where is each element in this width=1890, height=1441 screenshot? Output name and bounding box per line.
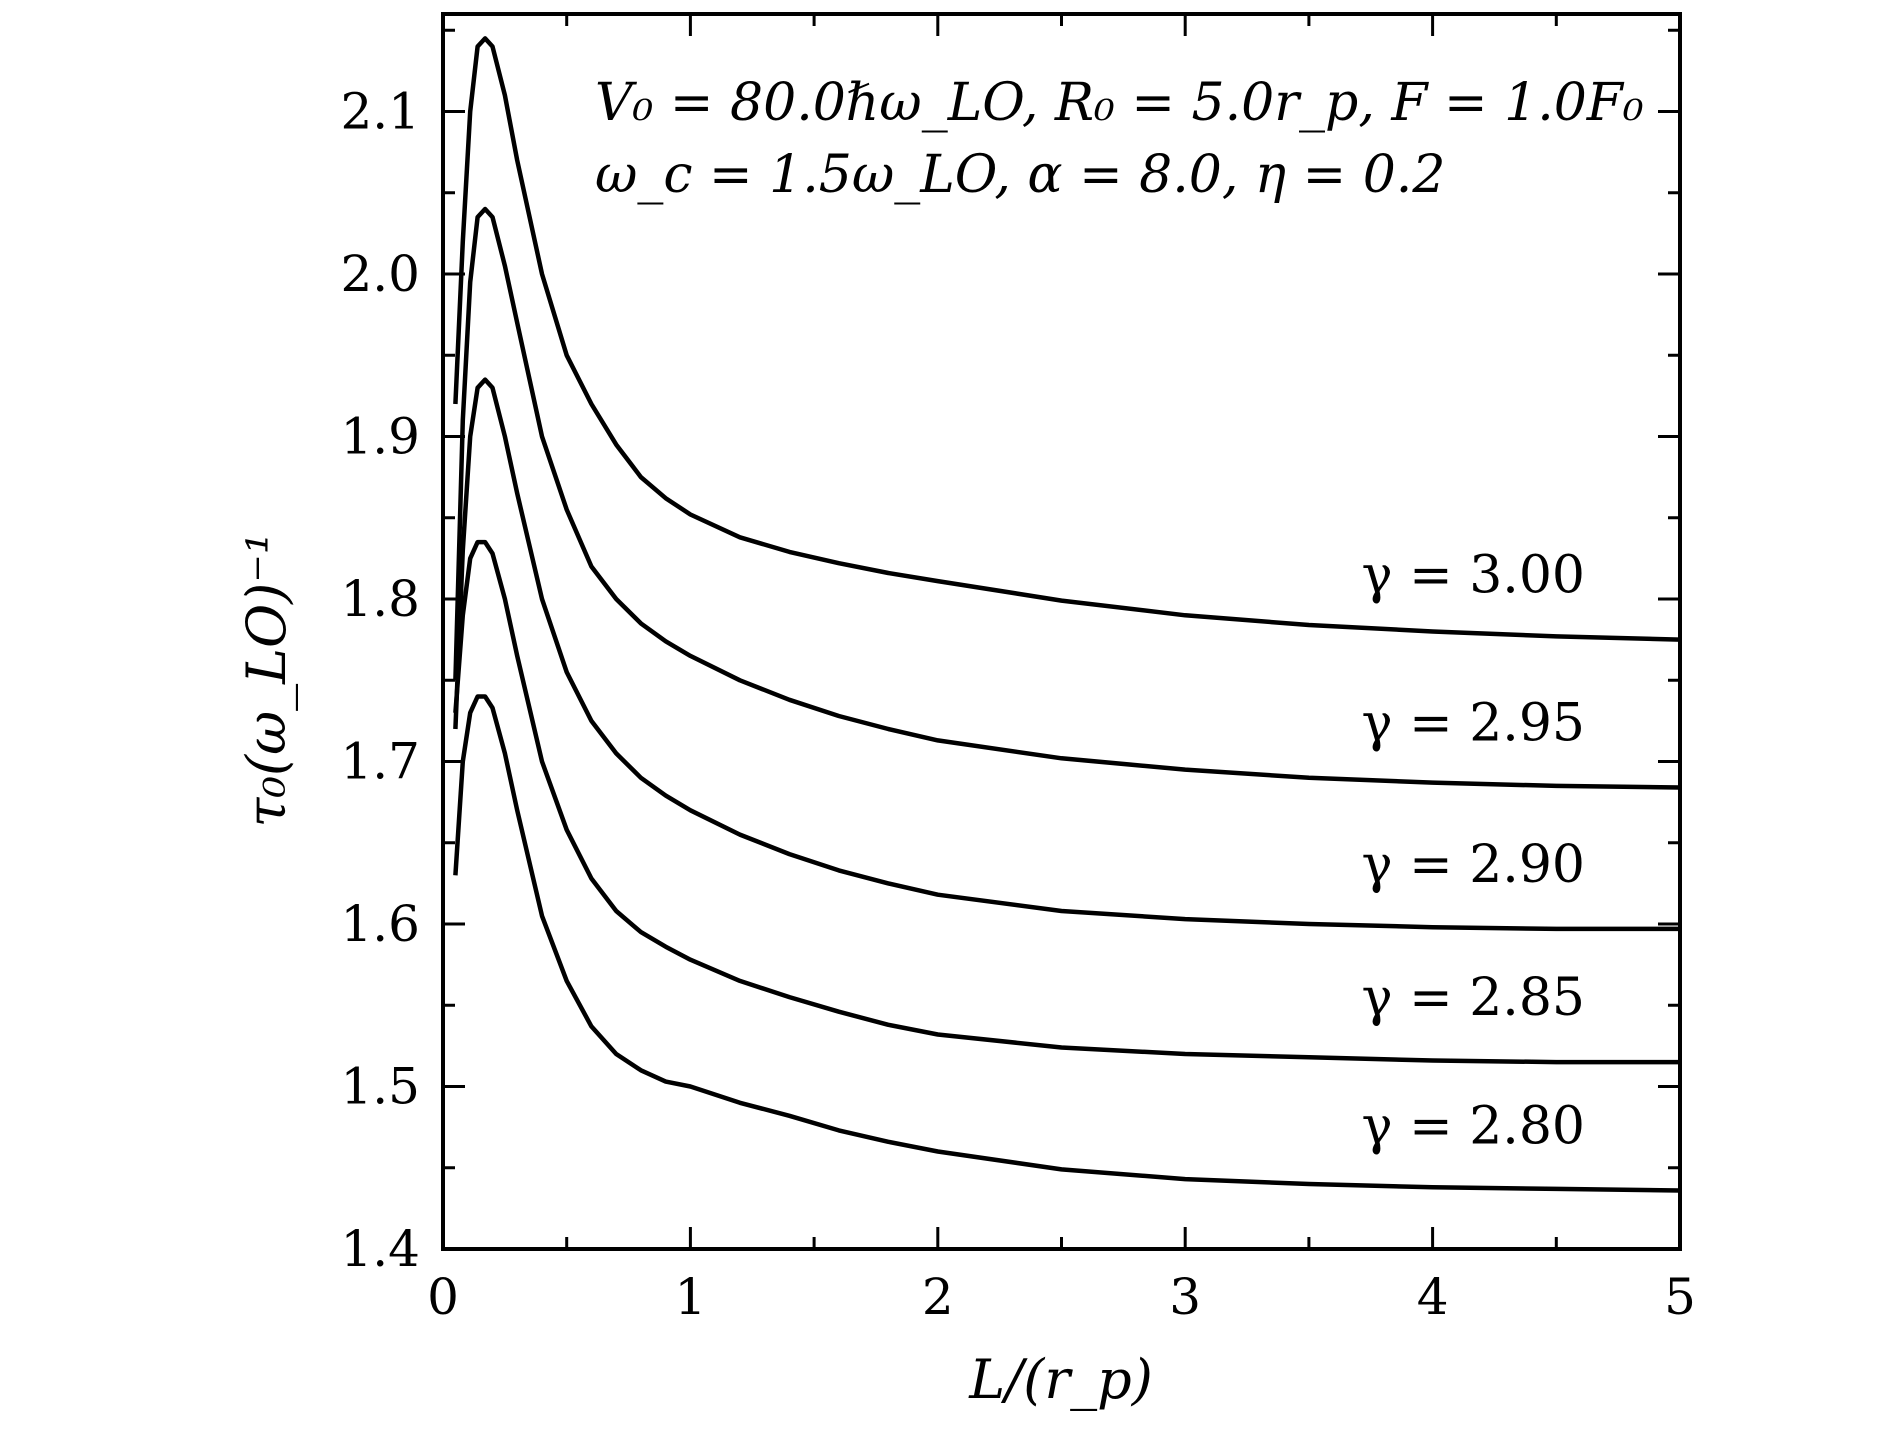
series-line <box>453 377 1680 932</box>
series-label: γ = 2.90 <box>1362 835 1586 895</box>
x-tick-label: 4 <box>1417 1268 1449 1326</box>
series-line <box>453 694 1681 1193</box>
series-labels: γ = 3.00 γ = 2.95 γ = 2.90 γ = 2.85 γ = 2.80 <box>1362 546 1586 1157</box>
annotation-line-2: ω_c = 1.5ω_LO, α = 8.0, η = 0.2 <box>595 145 1445 205</box>
y-tick-label: 1.7 <box>340 733 420 791</box>
series-label: γ = 2.80 <box>1362 1097 1586 1157</box>
series-label: γ = 2.95 <box>1362 694 1586 754</box>
tick-labels: 0 1 2 3 4 5 1.4 1.5 1.6 1.7 1.8 1.9 2.0 2.1 <box>340 83 1695 1327</box>
annotation-line-1: V₀ = 80.0ℏω_LO, R₀ = 5.0r_p, F = 1.0F₀ <box>595 73 1644 133</box>
x-tick-label: 5 <box>1664 1268 1696 1326</box>
y-tick-label: 2.1 <box>340 83 420 141</box>
x-tick-label: 1 <box>674 1268 706 1326</box>
y-tick-label: 1.9 <box>340 408 420 466</box>
x-tick-label: 3 <box>1169 1268 1201 1326</box>
x-tick-label: 2 <box>922 1268 954 1326</box>
series-lines <box>453 36 1681 1193</box>
x-axis-label: L/(r_p) <box>968 1348 1153 1411</box>
series-label: γ = 2.85 <box>1362 968 1586 1028</box>
y-tick-label: 2.0 <box>340 245 420 303</box>
y-tick-label: 1.4 <box>340 1220 420 1278</box>
series-label: γ = 3.00 <box>1362 546 1586 606</box>
x-tick-label: 0 <box>427 1268 459 1326</box>
series-line <box>453 539 1680 1065</box>
series-line <box>453 36 1681 642</box>
y-axis-label: τ₀(ω_LO)⁻¹ <box>235 533 298 828</box>
axis-ticks <box>441 14 1682 1251</box>
y-tick-label: 1.5 <box>340 1058 420 1116</box>
series-line <box>453 206 1681 790</box>
y-tick-label: 1.8 <box>340 570 420 628</box>
y-tick-label: 1.6 <box>340 895 420 953</box>
